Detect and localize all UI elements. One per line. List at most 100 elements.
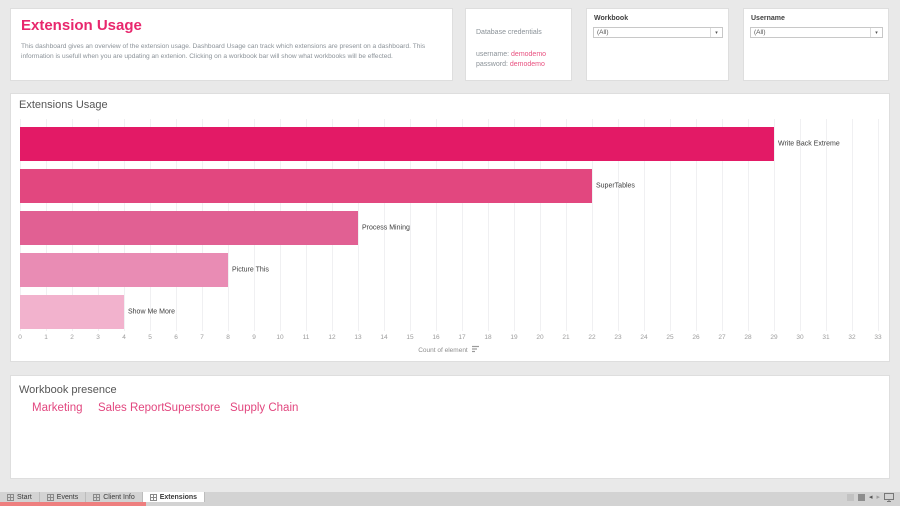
x-tick-label: 28 <box>744 334 752 341</box>
workbook-mark-marketing[interactable]: Marketing <box>32 402 83 414</box>
x-tick-label: 14 <box>380 334 388 341</box>
x-tick-label: 33 <box>874 334 882 341</box>
x-tick-label: 5 <box>148 334 152 341</box>
username-filter-card: Username (All) ▾ <box>743 8 889 81</box>
username-filter-dropdown[interactable]: (All) ▾ <box>750 27 883 38</box>
credentials-title: Database credentials <box>476 29 542 36</box>
filmstrip-view-icon[interactable] <box>857 494 865 501</box>
gridline <box>566 119 567 331</box>
gridline <box>462 119 463 331</box>
x-tick-label: 11 <box>302 334 310 341</box>
tab-label: Start <box>17 493 32 501</box>
x-tick-label: 31 <box>822 334 830 341</box>
sheet-grid-icon <box>46 493 54 501</box>
bar-label: Process Mining <box>362 224 410 232</box>
bar-picture-this[interactable]: Picture This <box>20 253 269 287</box>
gridline <box>722 119 723 331</box>
x-tick-label: 16 <box>432 334 440 341</box>
sheet-grid-icon <box>149 493 157 501</box>
bar-supertables[interactable]: SuperTables <box>20 169 635 203</box>
previous-sheet-icon[interactable]: ◂ <box>868 494 873 501</box>
x-tick-label: 21 <box>562 334 570 341</box>
sheet-tab-bar: Start Events Client Info Extensions ◂ ▸ <box>0 492 900 506</box>
extensions-usage-chart-card: Extensions Usage Write Back Extreme Super… <box>10 93 890 362</box>
x-tick-label: 19 <box>510 334 518 341</box>
password-value: demodemo <box>509 61 545 68</box>
sort-descending-icon[interactable] <box>471 345 480 353</box>
password-label: password: <box>476 61 508 68</box>
x-tick-label: 30 <box>796 334 804 341</box>
chevron-down-icon[interactable]: ▾ <box>870 28 882 37</box>
gridline <box>800 119 801 331</box>
gridline <box>592 119 593 331</box>
bar-label: Write Back Extreme <box>778 140 840 148</box>
tab-events[interactable]: Events <box>40 492 87 502</box>
credentials-password-line: password: demodemo <box>476 61 545 68</box>
workbook-mark-superstore[interactable]: Superstore <box>164 402 221 414</box>
gridline <box>748 119 749 331</box>
workbook-presence-card: Workbook presence Marketing Sales Report S… <box>10 375 890 479</box>
workbook-mark-supply-chain[interactable]: Supply Chain <box>230 402 299 414</box>
x-tick-label: 10 <box>276 334 284 341</box>
x-tick-label: 1 <box>44 334 48 341</box>
workbook-filter-card: Workbook (All) ▾ <box>586 8 729 81</box>
tab-label: Events <box>56 493 79 501</box>
x-tick-label: 3 <box>96 334 100 341</box>
bar-show-me-more[interactable]: Show Me More <box>20 295 175 329</box>
presentation-mode-icon[interactable] <box>884 493 894 502</box>
x-tick-label: 2 <box>70 334 74 341</box>
x-axis-ticks: 0 1 2 3 4 5 6 7 8 9 10 11 12 13 14 15 16 17 18 19 20 21 22 23 24… <box>11 334 891 344</box>
x-tick-label: 8 <box>226 334 230 341</box>
tab-label: Extensions <box>159 493 198 501</box>
chevron-down-icon[interactable]: ▾ <box>710 28 722 37</box>
username-value: demodemo <box>511 51 547 58</box>
tab-label: Client Info <box>103 493 135 501</box>
workbook-filter-value: (All) <box>597 29 609 36</box>
gridline <box>670 119 671 331</box>
x-tick-label: 7 <box>200 334 204 341</box>
bar-chart-plot-area: Write Back Extreme SuperTables Process Min… <box>20 119 879 331</box>
workbook-filter-dropdown[interactable]: (All) ▾ <box>593 27 723 38</box>
gridline <box>384 119 385 331</box>
gridline <box>514 119 515 331</box>
tab-start[interactable]: Start <box>0 492 40 502</box>
bar-write-back-extreme[interactable]: Write Back Extreme <box>20 127 840 161</box>
gridline <box>540 119 541 331</box>
gridline <box>826 119 827 331</box>
bar-process-mining[interactable]: Process Mining <box>20 211 410 245</box>
x-tick-label: 17 <box>458 334 466 341</box>
bar-label: SuperTables <box>596 182 635 190</box>
credentials-username-line: username: demodemo <box>476 51 546 58</box>
tab-client-info[interactable]: Client Info <box>86 492 143 502</box>
gridline <box>696 119 697 331</box>
statusbar-controls: ◂ ▸ <box>846 493 894 502</box>
username-label: username: <box>476 51 510 58</box>
username-filter-value: (All) <box>754 29 766 36</box>
x-tick-label: 15 <box>406 334 414 341</box>
x-tick-label: 26 <box>692 334 700 341</box>
chart-title: Extensions Usage <box>19 99 108 111</box>
x-tick-label: 23 <box>614 334 622 341</box>
bar-label: Picture This <box>232 266 269 274</box>
x-tick-label: 6 <box>174 334 178 341</box>
x-tick-label: 24 <box>640 334 648 341</box>
x-tick-label: 18 <box>484 334 492 341</box>
x-tick-label: 0 <box>18 334 22 341</box>
x-tick-label: 4 <box>122 334 126 341</box>
x-tick-label: 12 <box>328 334 336 341</box>
sheet-grid-icon <box>7 493 14 501</box>
gridline <box>358 119 359 331</box>
next-sheet-icon[interactable]: ▸ <box>876 494 880 501</box>
gridline <box>618 119 619 331</box>
x-tick-label: 25 <box>666 334 674 341</box>
workbook-mark-sales-report[interactable]: Sales Report <box>98 402 165 414</box>
username-filter-label: Username <box>751 15 785 22</box>
bar-label: Show Me More <box>128 308 176 316</box>
tab-extensions[interactable]: Extensions <box>142 492 206 502</box>
workbook-presence-list: Marketing Sales Report Superstore Supply Ch… <box>19 402 881 418</box>
x-tick-label: 9 <box>252 334 256 341</box>
grid-view-icon[interactable] <box>846 494 854 501</box>
gridline <box>644 119 645 331</box>
x-tick-label: 27 <box>718 334 726 341</box>
